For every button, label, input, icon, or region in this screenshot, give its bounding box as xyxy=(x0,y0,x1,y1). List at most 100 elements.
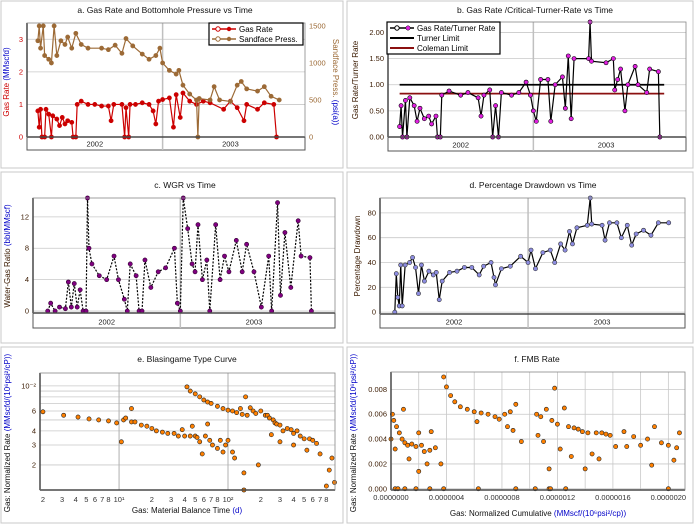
series-a-gas-rate-point xyxy=(99,103,104,109)
series-d-0-point xyxy=(648,232,654,238)
x-axis-label-e-text: Gas: Material Balance Time xyxy=(132,506,231,515)
series-a-sandface-press--point xyxy=(49,60,54,66)
series-b-gas-rate-turner-rate-point xyxy=(478,113,484,119)
series-f-0-point xyxy=(409,441,415,447)
series-e-0-point xyxy=(253,411,259,416)
series-a-gas-rate-point xyxy=(241,118,247,124)
series-d-0-point xyxy=(491,275,497,280)
x-axis-label-f-text: Gas: Normalized Cumulative xyxy=(450,509,552,518)
x-tick-label: 0.0000012 xyxy=(540,493,575,502)
series-c-0-point xyxy=(57,304,62,310)
series-d-0-point xyxy=(402,262,408,268)
series-b-gas-rate-turner-rate-point xyxy=(458,92,464,98)
series-c-0-point xyxy=(213,222,219,228)
series-e-0-point xyxy=(243,394,248,400)
x-tick-label-2002: 2002 xyxy=(98,318,115,327)
series-a-sandface-press--point xyxy=(234,82,240,88)
legend-coleman-label: Coleman Limit xyxy=(417,44,469,53)
chart-d: 2002 2003 0 20 40 60 80 xyxy=(368,195,686,329)
series-c-0-point xyxy=(155,269,161,275)
series-f-0-point xyxy=(652,424,657,430)
series-e-0-point xyxy=(149,426,155,431)
series-e-0-point xyxy=(40,409,46,415)
x-tick-label: 0.0000000 xyxy=(373,493,408,502)
x-tick-label: 3 xyxy=(60,495,64,504)
x-tick-label: 6 xyxy=(311,495,315,504)
series-d-0-point xyxy=(398,262,404,268)
series-c-0-point xyxy=(174,300,180,306)
series-b-gas-rate-turner-rate-point xyxy=(538,77,544,82)
series-e-0-point xyxy=(197,439,203,445)
series-d-0-point xyxy=(422,278,427,284)
date-axis-band-a xyxy=(26,136,306,151)
series-e-0-point xyxy=(297,433,303,439)
series-d-0-point xyxy=(410,255,415,260)
series-f-0-point xyxy=(421,449,427,454)
series-a-sandface-press--point xyxy=(105,47,111,53)
series-b-gas-rate-turner-rate-point xyxy=(635,82,641,88)
series-e-0-point xyxy=(277,439,283,445)
series-b-gas-rate-turner-rate-point xyxy=(417,105,423,111)
series-d-0-point xyxy=(584,222,590,228)
series-c-0-point xyxy=(222,253,227,259)
y-axis-label-d: Percentage Drawdown xyxy=(353,216,362,297)
series-d-0-point xyxy=(426,268,432,274)
series-a-gas-rate-point xyxy=(261,100,267,106)
x-tick-label: 0.0000016 xyxy=(595,493,630,502)
series-a-sandface-press--point xyxy=(51,23,57,29)
x-tick-label: 0.0000008 xyxy=(484,493,519,502)
chart-title-b: b. Gas Rate /Critical-Turner-Rate vs Tim… xyxy=(457,5,613,15)
y2-tick-label: 500 xyxy=(309,95,322,104)
series-e-0-point xyxy=(230,449,235,455)
series-e-0-point xyxy=(138,422,144,428)
series-c-0-point xyxy=(226,269,232,275)
series-f-0-point xyxy=(471,409,477,415)
series-f-0-point xyxy=(555,421,560,427)
series-f-0-point xyxy=(538,414,544,420)
y-tick-label: 0 xyxy=(19,133,23,142)
series-a-gas-rate-point xyxy=(50,113,56,119)
x-tick-label: 6 xyxy=(93,495,97,504)
series-a-gas-rate-point xyxy=(221,106,227,112)
series-a-sandface-press--point xyxy=(35,38,41,44)
series-f-0-point xyxy=(406,456,412,462)
y-tick-label: 0.002 xyxy=(368,459,387,468)
series-e-0-point xyxy=(230,408,235,414)
series-a-gas-rate-point xyxy=(180,90,186,96)
y-tick-label: 20 xyxy=(368,283,376,292)
legend-ratio-marker xyxy=(405,25,411,31)
x-axis-label-e: Gas: Material Balance Time (d) xyxy=(132,506,243,515)
series-b-gas-rate-turner-rate-point xyxy=(655,69,661,75)
series-f-0-point xyxy=(665,442,671,448)
series-f-0-point xyxy=(631,434,637,439)
series-d-0-point xyxy=(454,268,460,274)
series-d-0-point xyxy=(552,260,558,265)
series-b-gas-rate-turner-rate-point xyxy=(411,103,417,109)
x-tick-label-2003: 2003 xyxy=(222,140,239,149)
series-e-0-point xyxy=(323,483,329,489)
series-c-0-point xyxy=(142,257,148,263)
series-d-0-point xyxy=(528,247,534,253)
series-f-0-point xyxy=(391,418,397,423)
series-a-sandface-press--point xyxy=(38,45,43,51)
y-tick-label: 4 xyxy=(25,275,29,284)
series-e-0-point xyxy=(247,405,253,411)
series-d-0-point xyxy=(570,241,575,247)
series-c-0-point xyxy=(275,200,280,206)
series-c-0-point xyxy=(148,285,154,290)
series-b-gas-rate-turner-rate-point xyxy=(552,82,558,88)
series-c-0-point xyxy=(233,237,239,243)
series-a-sandface-press--point xyxy=(65,34,71,40)
series-b-gas-rate-turner-rate-point xyxy=(533,118,539,124)
series-c-0-point xyxy=(266,253,272,259)
series-a-sandface-press--point xyxy=(46,56,52,62)
legend-ratio-label: Gas Rate/Turner Rate xyxy=(417,24,496,33)
series-b-gas-rate-turner-rate-point xyxy=(429,121,435,127)
x-tick-label: 5 xyxy=(302,495,306,504)
y-tick-label: 0 xyxy=(25,307,29,316)
series-d-0-point xyxy=(525,260,531,265)
series-e-0-point xyxy=(232,455,238,461)
series-f-0-point xyxy=(677,430,682,436)
series-e-0-point xyxy=(225,437,231,443)
